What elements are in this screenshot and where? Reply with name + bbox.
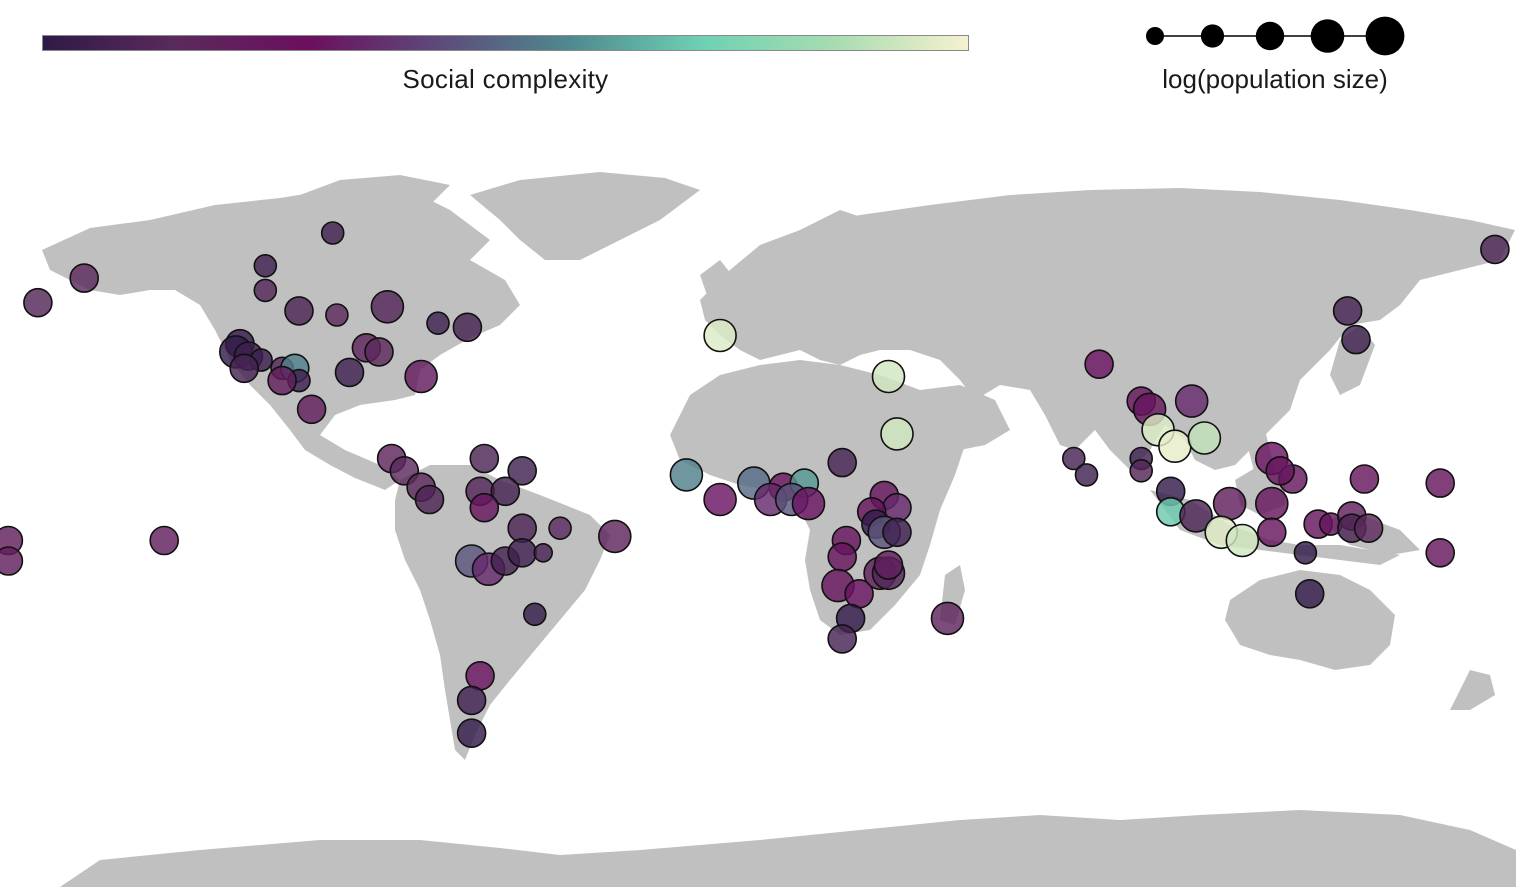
population-size-legend	[1146, 16, 1405, 56]
society-point	[873, 550, 904, 580]
social-complexity-colorbar	[42, 35, 969, 51]
scandinavia-landmass	[770, 210, 870, 285]
society-point	[703, 318, 737, 353]
society-point	[548, 516, 572, 541]
society-point	[370, 290, 405, 324]
society-point	[320, 221, 345, 245]
society-point	[1062, 446, 1086, 471]
society-point	[469, 492, 500, 523]
society-point	[1353, 513, 1384, 544]
size-legend-dot	[1200, 24, 1225, 48]
society-point	[296, 394, 327, 425]
australia-landmass	[1225, 570, 1395, 670]
world-map	[0, 172, 1516, 887]
antarctica-landmass	[60, 810, 1516, 887]
society-point	[490, 476, 521, 507]
society-point	[1179, 499, 1213, 533]
society-point	[827, 624, 858, 654]
society-point	[229, 353, 259, 384]
society-point	[1349, 464, 1380, 494]
society-point	[465, 660, 495, 691]
society-point	[507, 455, 538, 486]
britain-landmass	[700, 260, 732, 298]
society-point	[1158, 429, 1192, 464]
society-point	[827, 447, 858, 478]
society-point	[1425, 468, 1455, 498]
society-point	[1084, 349, 1114, 379]
society-point	[253, 254, 278, 278]
society-point	[267, 365, 297, 396]
society-point	[1187, 421, 1222, 455]
society-point	[456, 685, 487, 716]
society-point	[284, 296, 314, 326]
society-point	[1212, 486, 1247, 521]
society-point	[827, 542, 858, 572]
society-point	[871, 359, 906, 394]
society-point	[1074, 463, 1099, 487]
society-point	[669, 458, 704, 492]
society-point	[426, 311, 450, 335]
eurasia-landmass	[700, 188, 1515, 470]
society-point	[533, 542, 554, 563]
society-point	[456, 718, 487, 749]
size-legend-label: log(population size)	[1162, 64, 1388, 94]
arctic-islands	[300, 175, 450, 210]
society-point	[930, 601, 965, 636]
society-point	[149, 525, 179, 556]
arabia-landmass	[920, 385, 1010, 450]
society-point	[414, 484, 445, 515]
society-point	[791, 486, 826, 521]
society-point	[452, 312, 483, 343]
indonesia-landmass	[1150, 490, 1400, 565]
society-point	[334, 357, 365, 388]
society-point	[1174, 384, 1209, 418]
society-point	[1129, 458, 1153, 483]
size-legend-dot	[1146, 27, 1164, 45]
society-point	[404, 359, 438, 394]
society-point	[1225, 523, 1260, 558]
society-points	[0, 221, 1510, 749]
society-point	[1425, 537, 1455, 568]
society-point	[1332, 296, 1363, 326]
society-point	[23, 287, 53, 318]
greenland-landmass	[470, 172, 700, 260]
society-point	[880, 417, 914, 451]
society-point	[522, 602, 547, 627]
new-zealand-landmass	[1450, 670, 1495, 710]
society-point	[253, 278, 278, 303]
society-point	[1294, 578, 1325, 609]
colorbar-label: Social complexity	[402, 64, 609, 94]
society-point	[597, 519, 632, 554]
society-point	[1293, 540, 1318, 565]
society-point	[325, 303, 349, 327]
society-point	[882, 517, 912, 548]
colorbar-gradient	[43, 36, 968, 50]
society-point	[1341, 324, 1371, 355]
north-america-landmass	[42, 188, 520, 490]
society-point	[1255, 486, 1289, 521]
society-point	[69, 263, 99, 293]
society-point	[703, 482, 737, 517]
society-point	[364, 337, 394, 367]
size-legend-dot	[1310, 19, 1345, 53]
society-point	[1257, 517, 1287, 548]
society-point	[0, 546, 24, 576]
society-point	[1265, 455, 1295, 486]
size-legend-dot	[1255, 21, 1285, 51]
size-legend-dot	[1365, 16, 1405, 56]
society-point	[1480, 234, 1510, 265]
society-point	[469, 443, 500, 474]
society-point	[507, 537, 538, 568]
